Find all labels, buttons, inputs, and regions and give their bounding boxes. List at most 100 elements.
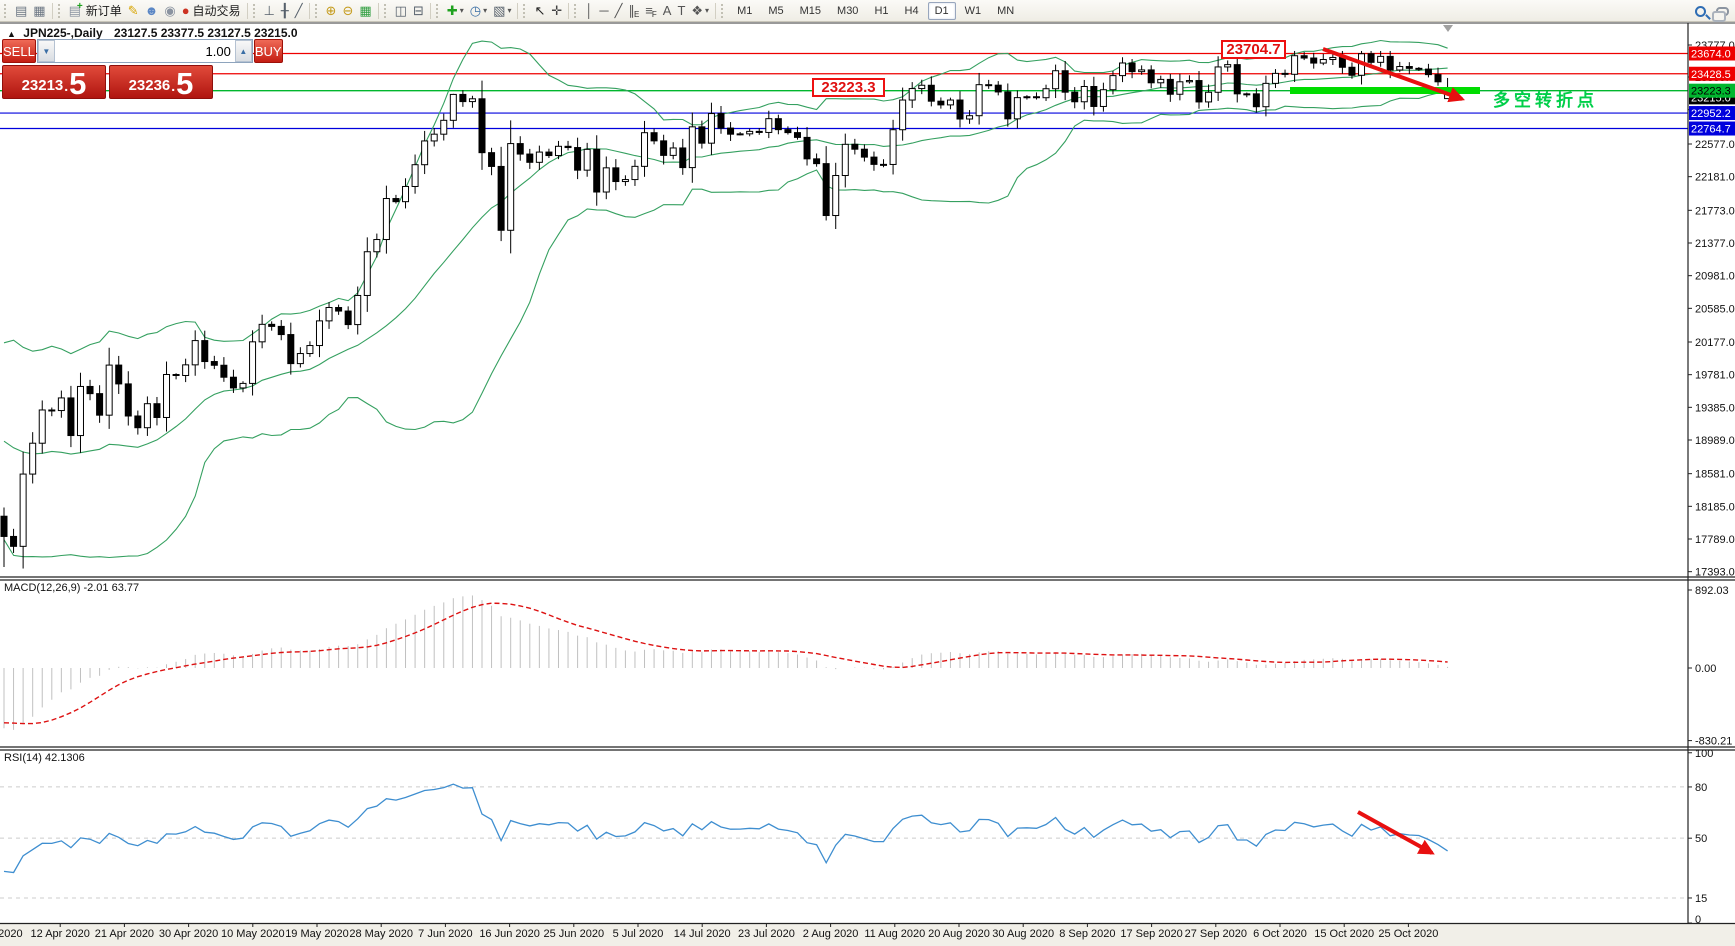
svg-text:17 Sep 2020: 17 Sep 2020: [1120, 928, 1182, 940]
macd-indicator-label: MACD(12,26,9) -2.01 63.77: [4, 582, 140, 594]
sell-price-display[interactable]: 23213 . 5: [2, 65, 106, 99]
chat-icon[interactable]: [1712, 6, 1729, 22]
annotation-high-price-box[interactable]: 23704.7: [1221, 40, 1286, 59]
annotation-cn-note[interactable]: 多空转折点: [1493, 91, 1598, 110]
volume-input[interactable]: [54, 40, 235, 62]
period-selector-icon[interactable]: ◷ ▾: [469, 2, 488, 18]
toolbar-separator: [308, 2, 310, 19]
svg-text:10 May 2020: 10 May 2020: [221, 928, 285, 940]
collapse-trade-panel-icon[interactable]: ▲: [7, 29, 16, 39]
candlestick-chart-icon[interactable]: ╂: [280, 2, 289, 18]
search-icon[interactable]: [1695, 5, 1706, 17]
horizontal-line-icon[interactable]: ─: [599, 2, 609, 18]
autotrading-button[interactable]: ● 自动交易: [181, 2, 241, 19]
sell-price-main: 23213: [21, 77, 64, 94]
line-chart-icon[interactable]: ╱: [294, 2, 303, 18]
svg-text:25 Oct 2020: 25 Oct 2020: [1378, 928, 1438, 940]
svg-text:50: 50: [1695, 833, 1707, 845]
indicator-window-2-icon[interactable]: ⊟: [412, 2, 424, 18]
svg-text:2 Apr 2020: 2 Apr 2020: [0, 928, 23, 940]
new-order-button[interactable]: ▤ + 新订单: [68, 0, 122, 19]
period-button-mn[interactable]: MN: [997, 4, 1015, 17]
period-button-m30[interactable]: M30: [837, 4, 859, 17]
svg-text:20177.0: 20177.0: [1695, 337, 1735, 349]
volume-increase-button[interactable]: ▲: [234, 40, 252, 62]
template-icon[interactable]: ▧ ▾: [493, 2, 512, 18]
period-button-w1[interactable]: W1: [964, 4, 982, 17]
svg-text:22181.0: 22181.0: [1695, 172, 1735, 184]
toolbar-group-trading: ▤ + 新订单 ✎ ☻ ◉ ● 自动交易: [56, 0, 251, 22]
zoom-out-icon[interactable]: ⊖: [342, 2, 354, 18]
text-icon[interactable]: A: [662, 2, 672, 18]
svg-text:14 Jul 2020: 14 Jul 2020: [674, 928, 731, 940]
period-button-m5[interactable]: M5: [768, 4, 784, 17]
toolbar-grip: [435, 3, 441, 18]
chart-shift-marker[interactable]: [1443, 25, 1453, 32]
svg-text:18581.0: 18581.0: [1695, 469, 1735, 481]
rsi-gridlines: [0, 786, 1688, 899]
toolbar-group-windows: ◫ ⊟: [382, 0, 434, 22]
svg-text:17789.0: 17789.0: [1695, 534, 1735, 546]
svg-text:0: 0: [1695, 914, 1701, 926]
add-indicator-button[interactable]: ✚ ▾: [446, 2, 464, 18]
broadcast-icon[interactable]: ◉: [164, 2, 176, 18]
annotation-green-band[interactable]: [1290, 87, 1480, 94]
annotation-trend-arrows[interactable]: [1322, 47, 1466, 855]
period-button-h1[interactable]: H1: [874, 4, 889, 17]
svg-text:6 Oct 2020: 6 Oct 2020: [1253, 928, 1307, 940]
period-button-d1[interactable]: D1: [927, 1, 956, 20]
period-button-m15[interactable]: M15: [799, 4, 822, 17]
svg-text:0.00: 0.00: [1695, 663, 1716, 675]
period-button-m1[interactable]: M1: [737, 4, 753, 17]
buy-button[interactable]: BUY: [253, 39, 283, 63]
period-button-h4[interactable]: H4: [904, 4, 919, 17]
svg-text:11 Aug 2020: 11 Aug 2020: [864, 928, 925, 940]
metaeditor-icon[interactable]: ✎: [127, 2, 139, 18]
label-icon[interactable]: T: [677, 2, 686, 18]
pane-borders: [0, 22, 1735, 925]
toolbar-group-zoom: ⊕ ⊖ ▦: [313, 0, 382, 22]
chart-preview-icon[interactable]: ▦: [33, 2, 46, 18]
svg-text:-830.21: -830.21: [1695, 736, 1732, 748]
data-window-icon[interactable]: ▤: [15, 2, 28, 18]
chart-window: 23777.023389.022993.022577.022181.021773…: [0, 22, 1735, 946]
bar-chart-icon[interactable]: ⊥: [263, 2, 275, 18]
toolbar-grip: [574, 3, 579, 18]
svg-text:8 Sep 2020: 8 Sep 2020: [1059, 928, 1115, 940]
svg-text:18185.0: 18185.0: [1695, 501, 1735, 513]
fibonacci-icon[interactable]: ≡ F: [645, 2, 657, 19]
svg-text:5 Jul 2020: 5 Jul 2020: [613, 928, 664, 940]
annotation-support-price-box[interactable]: 23223.3: [812, 78, 885, 97]
svg-text:12 Apr 2020: 12 Apr 2020: [31, 928, 90, 940]
toolbar-grip: [314, 3, 320, 18]
trendline-icon[interactable]: ╱: [614, 2, 623, 18]
toolbar-group-files: ▤ ▦: [2, 0, 56, 22]
sell-button[interactable]: SELL: [2, 39, 36, 63]
macd-signal-line: [3, 602, 1448, 725]
time-axis[interactable]: 2 Apr 2020 12 Apr 2020 21 Apr 2020 30 Apr 2…: [0, 923, 1438, 940]
signals-icon[interactable]: ☻: [144, 2, 159, 18]
rsi-indicator-label: RSI(14) 42.1306: [4, 752, 85, 764]
svg-text:23 Jul 2020: 23 Jul 2020: [738, 928, 795, 940]
svg-text:21 Apr 2020: 21 Apr 2020: [95, 928, 154, 940]
bollinger-bands: [3, 39, 1448, 559]
toolbar-separator: [568, 2, 570, 19]
cursor-icon[interactable]: ↖: [534, 2, 546, 18]
buy-price-display[interactable]: 23236 . 5: [109, 65, 213, 99]
svg-text:19781.0: 19781.0: [1695, 370, 1735, 382]
vertical-line-icon[interactable]: │: [585, 2, 594, 18]
arrows-icon[interactable]: ❖ ▾: [691, 2, 710, 18]
toolbar-separator: [429, 2, 431, 19]
volume-decrease-button[interactable]: ▼: [37, 40, 55, 62]
zoom-in-icon[interactable]: ⊕: [325, 2, 337, 18]
channel-icon[interactable]: ∥ E: [628, 2, 640, 19]
crosshair-icon[interactable]: ✛: [551, 2, 563, 18]
chart-canvas[interactable]: 23777.023389.022993.022577.022181.021773…: [0, 22, 1735, 946]
price-axis[interactable]: 23777.023389.022993.022577.022181.021773…: [1688, 40, 1735, 926]
indicator-window-icon[interactable]: ◫: [394, 2, 407, 18]
svg-text:25 Jun 2020: 25 Jun 2020: [544, 928, 605, 940]
svg-text:20585.0: 20585.0: [1695, 303, 1735, 315]
tile-windows-icon[interactable]: ▦: [359, 2, 372, 18]
toolbar: ▤ ▦ ▤ + 新订单 ✎ ☻ ◉ ● 自动交易 ⊥ ╂ ╱ ⊕ ⊖ ▦ ◫ ⊟ ✚ ▾ ◷ ▾ ▧ ▾ ↖ ✛ │ ─ ╱ ∥ E ≡ F A T…: [0, 0, 1735, 22]
